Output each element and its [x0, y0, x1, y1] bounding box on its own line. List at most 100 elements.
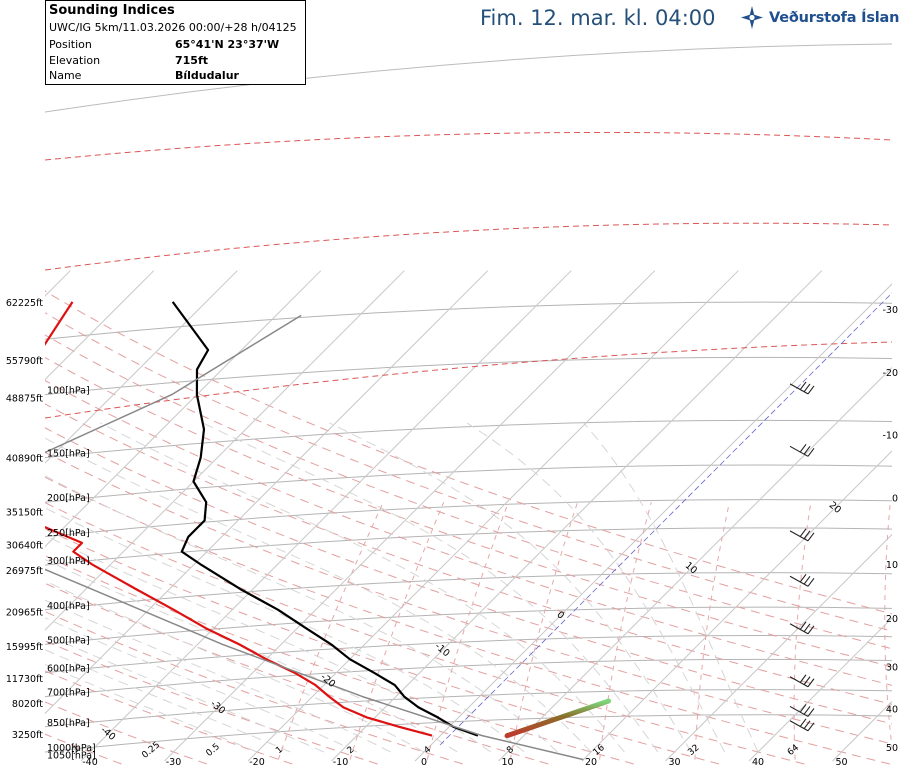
- wind-barb-flag: [803, 623, 811, 633]
- tropopause-reference-line: [45, 222, 892, 271]
- info-row-elevation: Elevation 715ft: [49, 54, 304, 68]
- wind-barb-flag: [799, 674, 807, 684]
- right-temp-label: 40: [886, 704, 898, 715]
- isobar-line: [45, 464, 892, 503]
- tropopause-reference-line: [45, 131, 892, 161]
- altitude-label: 30640ft: [6, 541, 43, 552]
- isobar-grid: [45, 301, 892, 753]
- pressure-label: 1050[hPa]: [47, 751, 96, 762]
- wind-barb-icon: [789, 621, 815, 635]
- mixing-ratio-line: [599, 502, 652, 760]
- isotherm-line: [665, 533, 892, 762]
- tropopause-reference-line: [45, 341, 892, 419]
- wind-barb-flag: [803, 676, 811, 686]
- moist-adiabat: [45, 599, 391, 753]
- wind-barb-icon: [789, 674, 815, 688]
- series-line-temperature: [171, 301, 479, 737]
- moist-adiabat: [45, 534, 492, 753]
- dry-adiabat: [45, 403, 892, 705]
- series-line-parcel-upper: [45, 314, 302, 454]
- isobar-line: [45, 301, 892, 340]
- pressure-label: 500[hPa]: [47, 635, 90, 646]
- isobar-line: [45, 658, 892, 698]
- wind-barb-flag: [803, 706, 811, 715]
- wind-barb-flag: [799, 573, 807, 583]
- dry-adiabat: [45, 427, 892, 725]
- wind-barb-flag: [807, 577, 815, 587]
- isotherm-line: [45, 270, 489, 715]
- wind-barb-flag: [799, 443, 807, 453]
- pressure-label: 250[hPa]: [47, 528, 90, 539]
- wind-barb-flag: [807, 708, 815, 717]
- dry-adiabat: [45, 379, 892, 686]
- pressure-label: 600[hPa]: [47, 664, 90, 675]
- mixing-ratio-label: 1: [274, 745, 285, 756]
- wind-barb-icon: [789, 381, 815, 395]
- isotherm-line: [45, 270, 405, 631]
- moist-adiabat: [45, 580, 425, 753]
- wind-barb-staff: [789, 530, 809, 542]
- wind-barb-flag: [799, 621, 807, 631]
- lifted-segment: [504, 698, 612, 739]
- moist-adiabat: [583, 422, 759, 753]
- moist-adiabat: [45, 649, 291, 753]
- isobar-line: [45, 634, 892, 674]
- dry-adiabat: [45, 611, 464, 765]
- wind-barb-icon: [789, 528, 815, 542]
- isobar-line: [45, 606, 892, 645]
- star-logo-icon: [741, 6, 763, 29]
- info-value: 65°41'N 23°37'W: [175, 38, 280, 51]
- info-key: Name: [49, 69, 82, 82]
- isotherm-line: [164, 270, 656, 762]
- info-row-position: Position 65°41'N 23°37'W: [49, 38, 304, 52]
- sounding-series: [45, 301, 612, 761]
- wind-barb-flag: [803, 530, 811, 540]
- bottom-temp-label: 20: [585, 757, 597, 768]
- bottom-temp-label: -40: [82, 757, 98, 768]
- brand-logo: Veðurstofa Íslands: [738, 5, 900, 31]
- dry-adiabat: [45, 334, 892, 650]
- wind-barb-flag: [807, 532, 815, 542]
- moist-adiabat: [45, 437, 592, 753]
- wind-barb-flag: [803, 445, 811, 455]
- info-key: Elevation: [49, 54, 101, 67]
- isotherm-line: [414, 283, 892, 762]
- wind-barb-flag: [807, 625, 815, 635]
- isotherm-line: [748, 617, 892, 762]
- altitude-label: 40890ft: [6, 454, 43, 465]
- isotherm-line: [45, 270, 238, 464]
- isotherm-grid: [45, 43, 892, 762]
- wind-barb-staff: [789, 445, 809, 457]
- info-value: 715ft: [175, 54, 209, 67]
- bottom-temp-label: 30: [668, 757, 680, 768]
- mixing-ratio-label: 4: [422, 745, 433, 757]
- mixing-ratio-label: 64: [786, 743, 801, 758]
- mixing-ratio-line: [426, 502, 509, 760]
- altitude-label: 62225ft: [6, 298, 43, 309]
- mixing-ratio-label: 8: [505, 745, 516, 757]
- mixing-ratio-line: [277, 501, 384, 760]
- bottom-temp-label: -10: [333, 757, 349, 768]
- wind-barb-flag: [799, 381, 807, 391]
- wind-barb-flag: [803, 383, 811, 393]
- series-line-parcel-path: [45, 568, 584, 761]
- right-temp-label: 20: [886, 614, 898, 625]
- sounding-info-box: Sounding Indices UWC/IG 5km/11.03.2026 0…: [45, 0, 306, 85]
- isotherm-line: [331, 270, 823, 762]
- wind-barb-flag: [807, 678, 815, 688]
- info-row-name: Name Bíldudalur: [49, 69, 304, 83]
- wind-barb-icon: [789, 704, 815, 717]
- isotherm-line: [45, 270, 155, 381]
- isotherm-line: [581, 450, 892, 762]
- moist-adiabat: [329, 422, 692, 753]
- isotherm-line: [80, 270, 572, 762]
- altitude-label: 15995ft: [6, 642, 43, 653]
- dry-adiabat: [45, 555, 634, 765]
- brand-name: Veðurstofa Íslands: [769, 10, 900, 26]
- wind-barb-staff: [789, 575, 809, 587]
- chart-title: Fim. 12. mar. kl. 04:00: [480, 6, 716, 30]
- pressure-label: 400[hPa]: [47, 601, 90, 612]
- mixing-ratio-line: [694, 502, 730, 760]
- wind-barb-flag: [807, 722, 815, 732]
- wind-barb-flag: [799, 704, 807, 713]
